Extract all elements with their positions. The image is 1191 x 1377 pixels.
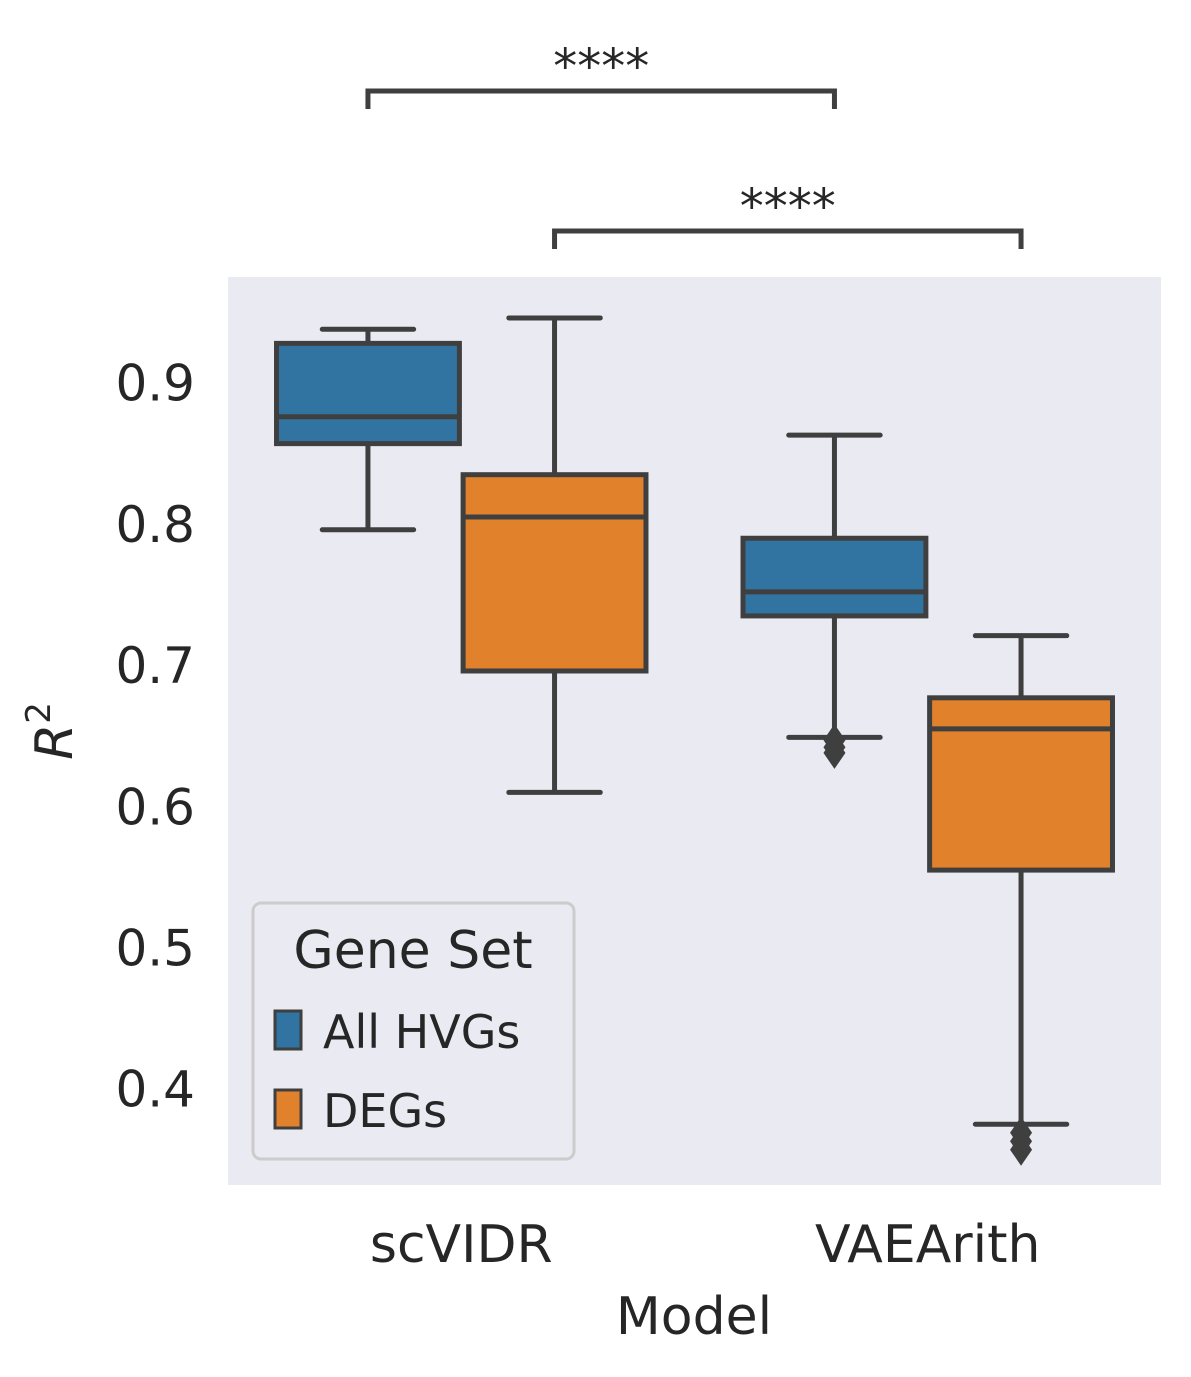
legend-title: Gene Set: [293, 921, 532, 981]
legend-frame: [251, 901, 576, 1161]
y-axis-title-superscript: 2: [19, 702, 59, 724]
legend-swatch-all-hvgs: [273, 1009, 303, 1051]
significance-label-1: ****: [553, 39, 649, 95]
significance-bracket-1: [365, 88, 837, 109]
x-axis-ticks: scVIDR VAEArith: [370, 1215, 1041, 1275]
svg-text:R2: R2: [19, 702, 85, 760]
legend: Gene Set All HVGs DEGs: [251, 901, 576, 1161]
x-axis-title: Model: [616, 1287, 772, 1347]
y-axis-title: R2: [19, 702, 85, 760]
legend-label-degs: DEGs: [323, 1084, 447, 1138]
y-tick-label: 0.9: [115, 355, 195, 413]
significance-bracket-2: [552, 228, 1024, 249]
y-tick-label: 0.8: [115, 496, 195, 554]
y-axis-title-base: R: [25, 724, 85, 760]
box-vaearith-degs: [927, 695, 1115, 873]
box-scvidr-degs: [460, 472, 649, 674]
significance-brackets: **** ****: [365, 39, 1024, 249]
x-tick-label-vaearith: VAEArith: [815, 1215, 1040, 1275]
outlier-point-vaearith-degs-2: [1010, 1133, 1033, 1166]
x-tick-label-scvidr: scVIDR: [370, 1215, 553, 1275]
box-scvidr-all-hvgs: [274, 340, 462, 447]
y-axis-ticks: 0.4 0.5 0.6 0.7 0.8 0.9: [115, 355, 195, 1119]
box-vaearith-all-hvgs: [740, 535, 929, 619]
y-tick-label: 0.6: [115, 778, 195, 836]
y-tick-label: 0.7: [115, 637, 195, 695]
legend-label-all-hvgs: All HVGs: [323, 1005, 520, 1059]
y-tick-label: 0.5: [115, 919, 195, 977]
legend-swatch-degs: [273, 1088, 303, 1130]
y-tick-label: 0.4: [115, 1061, 195, 1119]
boxes-layer: [274, 315, 1115, 1166]
significance-label-2: ****: [740, 179, 836, 235]
outlier-point-vaearith-all-hvgs-2: [823, 736, 846, 769]
